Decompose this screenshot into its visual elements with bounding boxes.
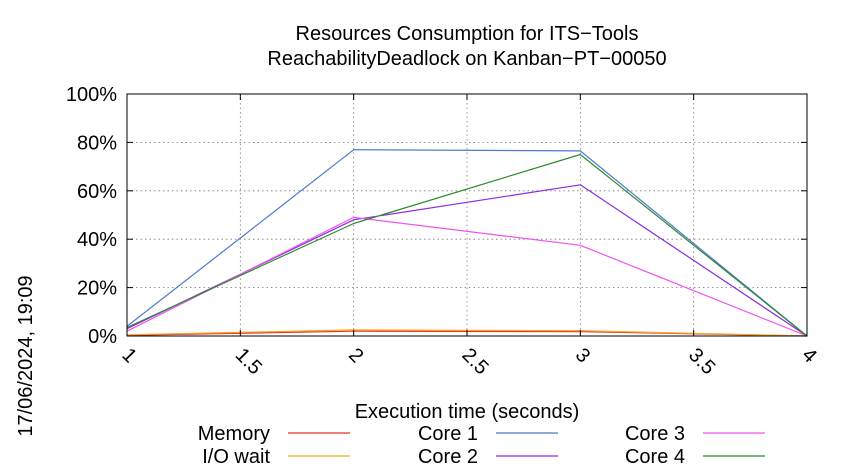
- chart-subtitle: ReachabilityDeadlock on Kanban−PT−00050: [267, 48, 666, 70]
- y-tick-label: 100%: [66, 84, 117, 106]
- grid: [127, 94, 807, 336]
- legend-label-i-o-wait: I/O wait: [202, 446, 270, 468]
- legend-label-core-1: Core 1: [418, 423, 478, 445]
- legend-label-core-3: Core 3: [625, 423, 685, 445]
- x-axis-label: Execution time (seconds): [355, 401, 580, 423]
- timestamp-label: 17/06/2024, 19:09: [15, 275, 37, 436]
- x-tick-label: 2: [344, 344, 367, 367]
- x-tick-label: 1.5: [231, 344, 266, 379]
- x-tick-label: 2.5: [457, 344, 492, 379]
- x-tick-label: 4: [797, 344, 820, 367]
- y-tick-label: 40%: [77, 229, 117, 251]
- series-line-core-1: [126, 149, 808, 337]
- y-tick-label: 0%: [88, 326, 117, 348]
- legend-label-core-4: Core 4: [625, 446, 685, 468]
- y-tick-label: 20%: [77, 278, 117, 300]
- x-tick-label: 1: [117, 344, 140, 367]
- series-line-core-3: [126, 216, 808, 337]
- x-tick-label: 3.5: [684, 344, 719, 379]
- legend-label-core-2: Core 2: [418, 446, 478, 468]
- x-tick-label: 3: [571, 344, 594, 367]
- y-tick-label: 60%: [77, 181, 117, 203]
- chart-title: Resources Consumption for ITS−Tools: [296, 23, 639, 45]
- y-tick-label: 80%: [77, 132, 117, 154]
- legend-label-memory: Memory: [198, 423, 270, 445]
- series-line-core-4: [126, 153, 808, 337]
